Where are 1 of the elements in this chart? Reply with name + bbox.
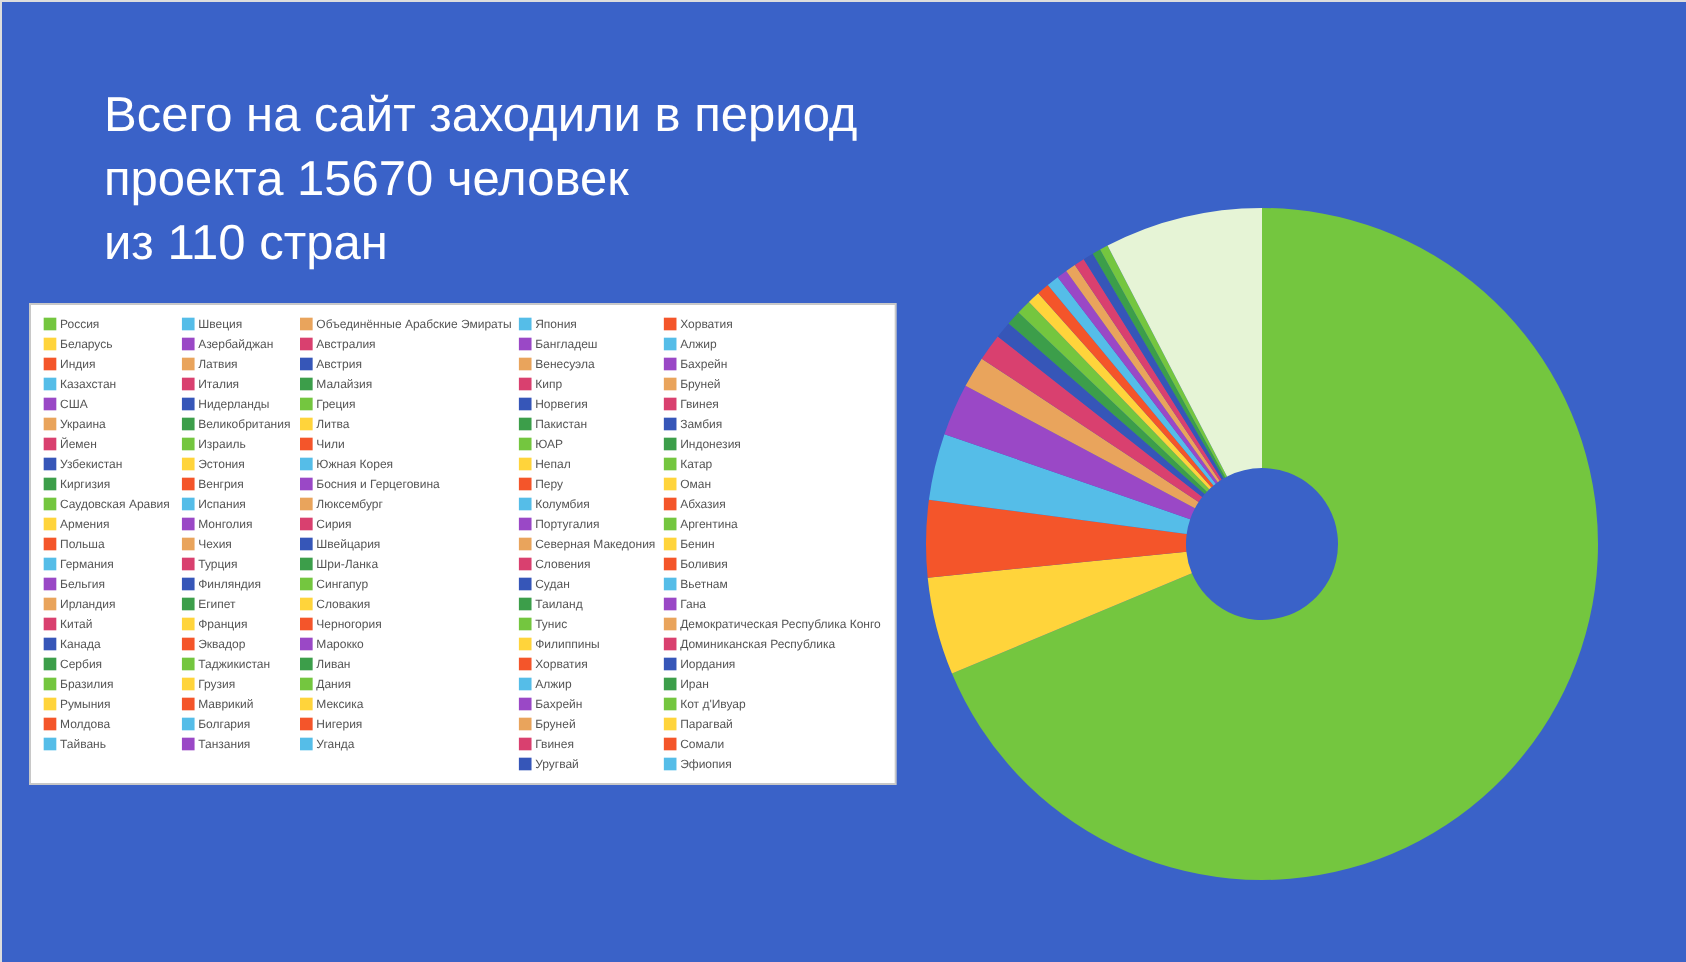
chart-title: Всего на сайт заходили в период проекта 15670 человек из 110 стран (104, 89, 858, 271)
